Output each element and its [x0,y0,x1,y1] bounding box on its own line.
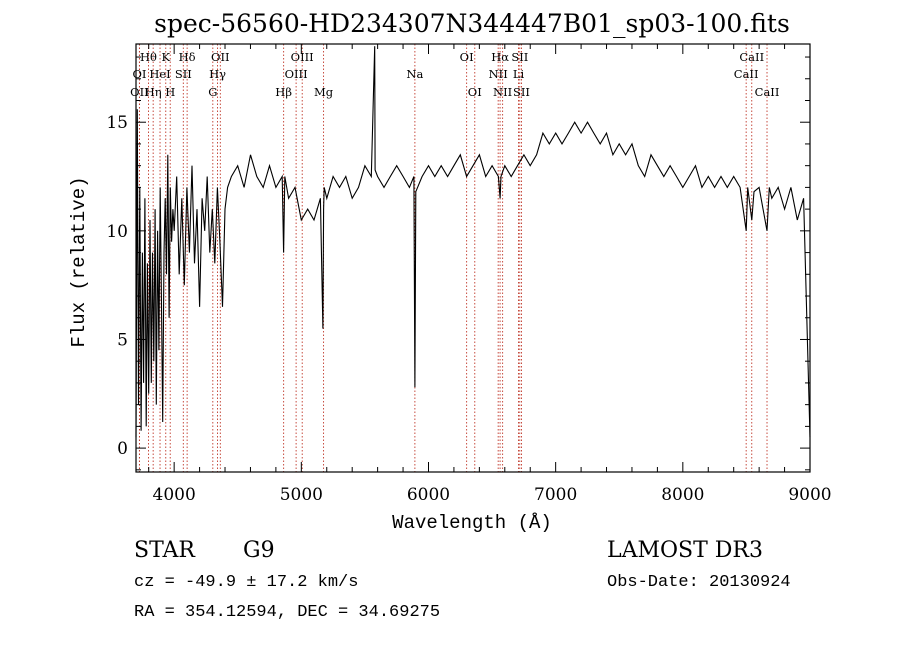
line-label: NII [489,67,508,81]
spectrum-series-line [135,46,811,438]
line-label: SII [175,67,192,81]
x-tick-label: 6000 [407,485,450,505]
line-label: Hδ [179,50,196,64]
x-tick-label: 7000 [534,485,577,505]
line-label: OIII [285,67,308,81]
x-tick-label: 8000 [661,485,704,505]
line-label: CaII [755,85,780,99]
chart-title: spec-56560-HD234307N344447B01_sp03-100.f… [154,9,790,38]
object-subclass: G9 [243,538,275,563]
redshift-text: cz = -49.9 ± 17.2 km/s [134,573,359,592]
line-label: SII [511,50,528,64]
line-label: Hγ [209,67,226,81]
observation-date: Obs-Date: 20130924 [607,573,791,592]
line-label: Na [406,67,423,81]
line-label: Hθ [140,50,157,64]
line-label: Mg [314,85,334,99]
x-axis-label: Wavelength (Å) [392,512,552,534]
y-tick-label: 15 [106,113,128,133]
line-label: SII [513,85,530,99]
y-axis-label: Flux (relative) [68,176,90,347]
line-label: Li [513,67,525,81]
line-label: H [165,85,175,99]
coordinates-text: RA = 354.12594, DEC = 34.69275 [134,603,441,622]
line-label: OIII [291,50,314,64]
line-label: K [161,50,170,64]
line-label: HeI [149,67,170,81]
spectral-line-markers [138,44,768,472]
axis-ticks: 4000 5000 6000 7000 8000 9000 0 5 10 15 [106,44,832,505]
line-label: Hα [491,50,509,64]
object-class: STAR [134,538,195,563]
line-label: G [208,85,217,99]
line-label: OII [211,50,230,64]
line-label: CaII [734,67,759,81]
x-tick-label: 9000 [788,485,831,505]
line-label: CaII [739,50,764,64]
line-label: Hβ [275,85,292,99]
line-label: NII [493,85,512,99]
x-tick-label: 5000 [280,485,323,505]
line-label: OI [468,85,482,99]
x-tick-label: 4000 [153,485,196,505]
plot-frame [135,43,811,473]
survey-name: LAMOST DR3 [607,538,763,563]
y-tick-label: 10 [106,222,128,242]
line-label: Hη [145,85,162,99]
y-tick-label: 5 [117,330,128,350]
line-label: OI [460,50,474,64]
line-label: OII [130,85,149,99]
y-tick-label: 0 [117,439,128,459]
